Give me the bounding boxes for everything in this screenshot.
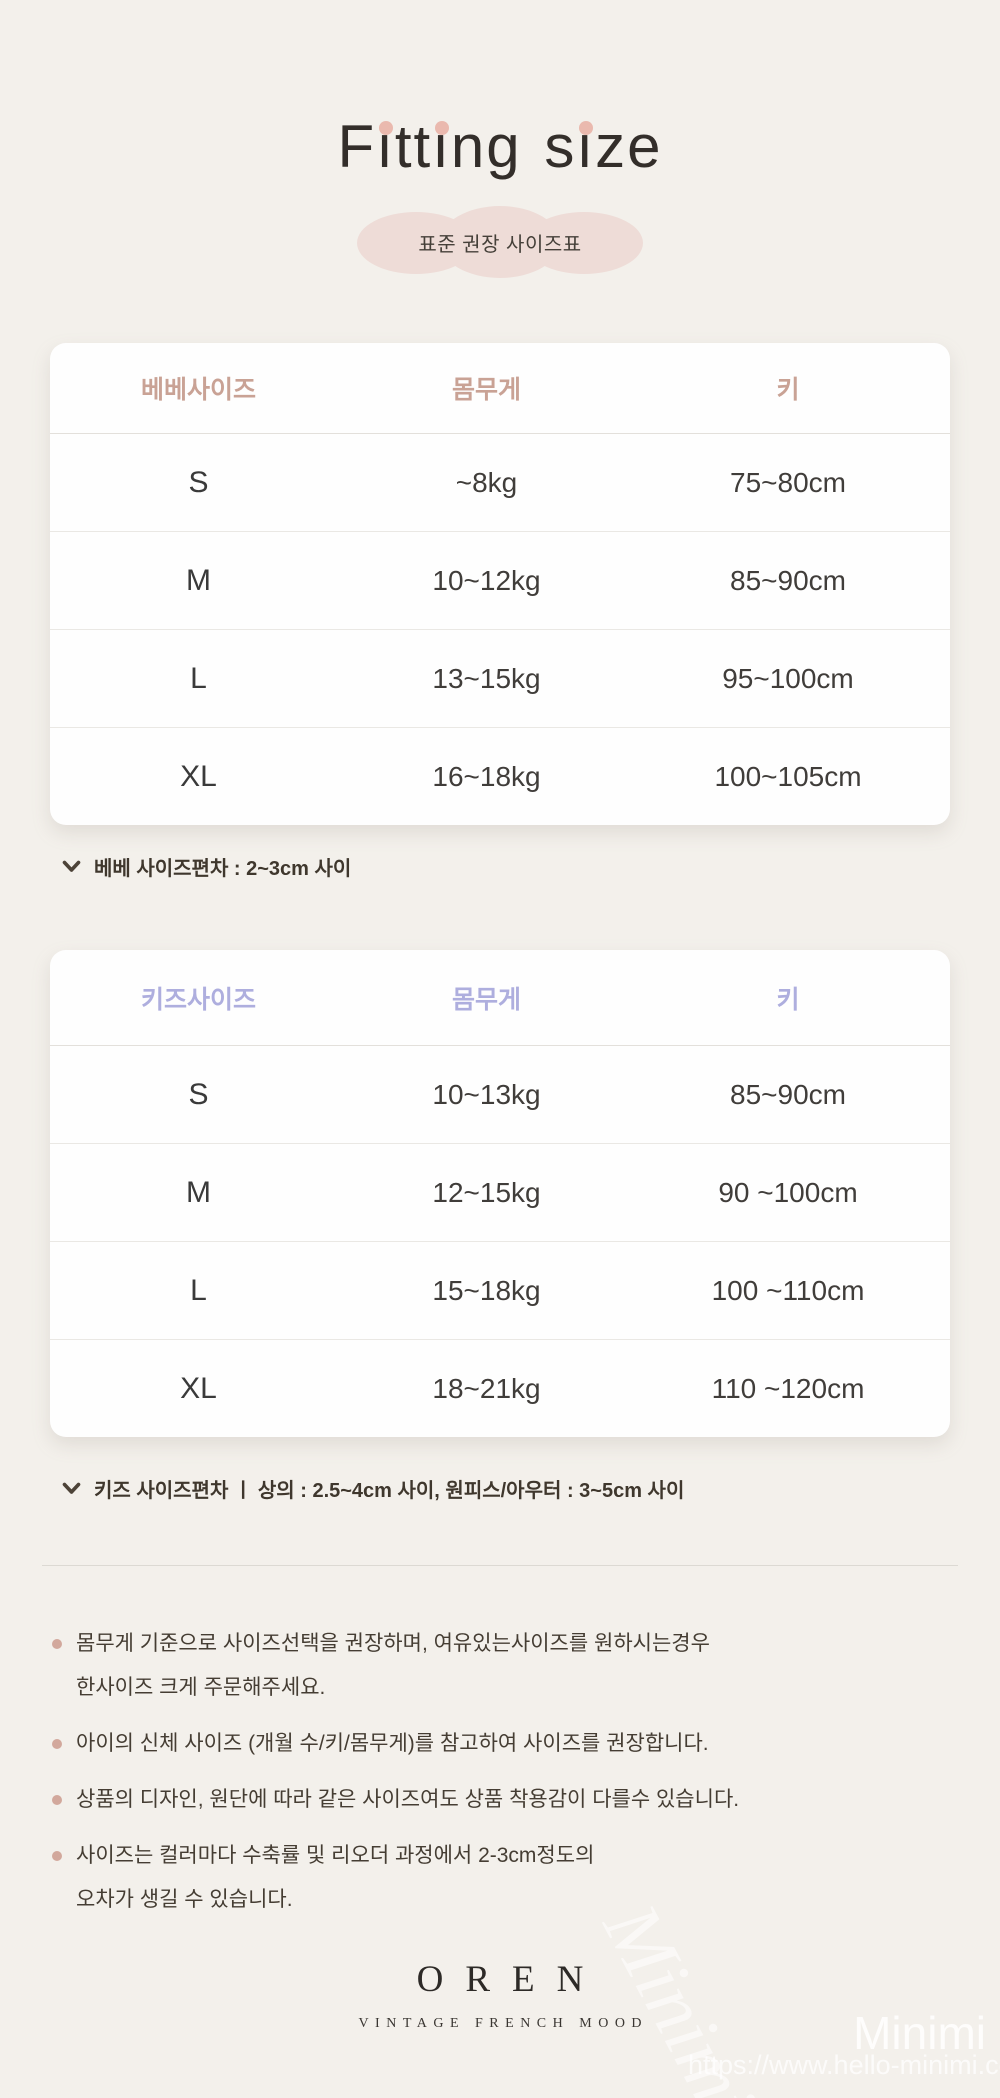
- list-item-text: 사이즈는 컬러마다 수축률 및 리오더 과정에서 2-3cm정도의: [76, 1844, 595, 1867]
- height-cell: 90 ~100cm: [718, 1176, 858, 1208]
- size-guidance-list: 몸무게 기준으로 사이즈선택을 권장하며, 여유있는사이즈를 원하시는경우 한사…: [52, 1622, 958, 1934]
- title-char-pink-dot: ı: [432, 113, 451, 180]
- table-row: S ~8kg 75~80cm: [50, 434, 950, 531]
- title-char-pink-dot: ı: [576, 113, 596, 180]
- bebe-size-note: 베베 사이즈편차 : 2~3cm 사이: [62, 852, 351, 881]
- list-item-text: 상품의 디자인, 원단에 따라 같은 사이즈여도 상품 착용감이 다를수 있습니…: [76, 1788, 740, 1811]
- height-cell: 75~80cm: [730, 466, 846, 498]
- note-text: 베베 사이즈편차 : 2~3cm 사이: [94, 858, 352, 880]
- chevron-down-icon: [62, 1482, 81, 1494]
- height-cell: 85~90cm: [730, 1078, 846, 1110]
- list-item-text: 아이의 신체 사이즈 (개월 수/키/몸무게)를 참고하여 사이즈를 권장합니다…: [76, 1732, 709, 1755]
- list-item-text: 한사이즈 크게 주문해주세요.: [76, 1676, 326, 1699]
- height-cell: 85~90cm: [730, 564, 846, 596]
- table-row: XL 16~18kg 100~105cm: [50, 727, 950, 825]
- table-row: S 10~13kg 85~90cm: [50, 1046, 950, 1143]
- height-cell: 100~105cm: [714, 760, 862, 792]
- column-header: 키: [776, 985, 800, 1014]
- kids-size-note: 키즈 사이즈편차 ㅣ 상의 : 2.5~4cm 사이, 원피스/아우터 : 3~…: [62, 1474, 684, 1503]
- list-item-text: 오차가 생길 수 있습니다.: [76, 1888, 293, 1911]
- list-item: 사이즈는 컬러마다 수축률 및 리오더 과정에서 2-3cm정도의 오차가 생길…: [52, 1834, 958, 1922]
- weight-cell: 15~18kg: [432, 1274, 541, 1306]
- weight-cell: 16~18kg: [432, 760, 541, 792]
- watermark-url: https://www.hello-minimi.com/: [688, 2050, 1000, 2080]
- size-cell: L: [190, 661, 207, 695]
- page-title: Fıttıng sıze: [0, 112, 1000, 181]
- brand-tagline: VINTAGE FRENCH MOOD: [358, 2016, 649, 2031]
- column-header: 베베사이즈: [140, 376, 256, 404]
- table-row: L 15~18kg 100 ~110cm: [50, 1241, 950, 1339]
- kids-size-table: 키즈사이즈 몸무게 키 S 10~13kg 85~90cm M 12~15kg …: [50, 950, 950, 1437]
- title-char: ze: [595, 113, 663, 180]
- title-char: F: [337, 113, 377, 180]
- weight-cell: 18~21kg: [432, 1372, 541, 1404]
- column-header: 키: [776, 376, 800, 404]
- bullet-dot-icon: [52, 1851, 62, 1861]
- title-char: s: [544, 113, 577, 180]
- title-char: tt: [394, 113, 433, 180]
- list-item: 몸무게 기준으로 사이즈선택을 권장하며, 여유있는사이즈를 원하시는경우 한사…: [52, 1622, 958, 1710]
- chevron-down-icon: [62, 860, 81, 872]
- section-divider: [42, 1565, 958, 1566]
- blob-ellipse: [525, 212, 643, 274]
- size-cell: S: [188, 1077, 209, 1111]
- bullet-dot-icon: [52, 1739, 62, 1749]
- size-cell: S: [188, 465, 209, 499]
- height-cell: 110 ~120cm: [711, 1372, 865, 1404]
- subtitle-blob: 표준 권장 사이즈표: [357, 206, 643, 278]
- weight-cell: 12~15kg: [432, 1176, 541, 1208]
- bebe-size-table: 베베사이즈 몸무게 키 S ~8kg 75~80cm M 10~12kg 85~…: [50, 343, 950, 825]
- column-header: 키즈사이즈: [140, 985, 256, 1014]
- list-item: 상품의 디자인, 원단에 따라 같은 사이즈여도 상품 착용감이 다를수 있습니…: [52, 1778, 958, 1822]
- note-text: 키즈 사이즈편차 ㅣ 상의 : 2.5~4cm 사이, 원피스/아우터 : 3~…: [94, 1480, 685, 1502]
- size-cell: L: [190, 1273, 207, 1307]
- subtitle-text: 표준 권장 사이즈표: [418, 233, 582, 256]
- bullet-dot-icon: [52, 1639, 62, 1649]
- column-header: 몸무게: [451, 376, 521, 404]
- size-cell: M: [186, 1175, 211, 1209]
- bebe-table-header: 베베사이즈 몸무게 키: [50, 343, 950, 434]
- list-item: 아이의 신체 사이즈 (개월 수/키/몸무게)를 참고하여 사이즈를 권장합니다…: [52, 1722, 958, 1766]
- size-cell: XL: [180, 1371, 217, 1405]
- bullet-dot-icon: [52, 1795, 62, 1805]
- table-row: L 13~15kg 95~100cm: [50, 629, 950, 727]
- watermark-name: Minimi: [853, 2007, 986, 2059]
- column-header: 몸무게: [451, 985, 521, 1014]
- brand-name: OREN: [416, 1959, 606, 2000]
- weight-cell: 13~15kg: [432, 662, 541, 694]
- list-item-text: 몸무게 기준으로 사이즈선택을 권장하며, 여유있는사이즈를 원하시는경우: [76, 1632, 710, 1655]
- size-cell: M: [186, 563, 211, 597]
- kids-table-header: 키즈사이즈 몸무게 키: [50, 950, 950, 1046]
- table-row: M 12~15kg 90 ~100cm: [50, 1143, 950, 1241]
- table-row: M 10~12kg 85~90cm: [50, 531, 950, 629]
- weight-cell: ~8kg: [455, 466, 518, 498]
- height-cell: 100 ~110cm: [711, 1274, 865, 1306]
- size-cell: XL: [180, 759, 217, 793]
- table-row: XL 18~21kg 110 ~120cm: [50, 1339, 950, 1437]
- brand-logo: OREN VINTAGE FRENCH MOOD: [0, 1958, 1000, 2032]
- weight-cell: 10~12kg: [432, 564, 541, 596]
- height-cell: 95~100cm: [722, 662, 854, 694]
- title-char: ng: [450, 113, 522, 180]
- weight-cell: 10~13kg: [432, 1078, 541, 1110]
- title-char-pink-dot: ı: [376, 113, 395, 180]
